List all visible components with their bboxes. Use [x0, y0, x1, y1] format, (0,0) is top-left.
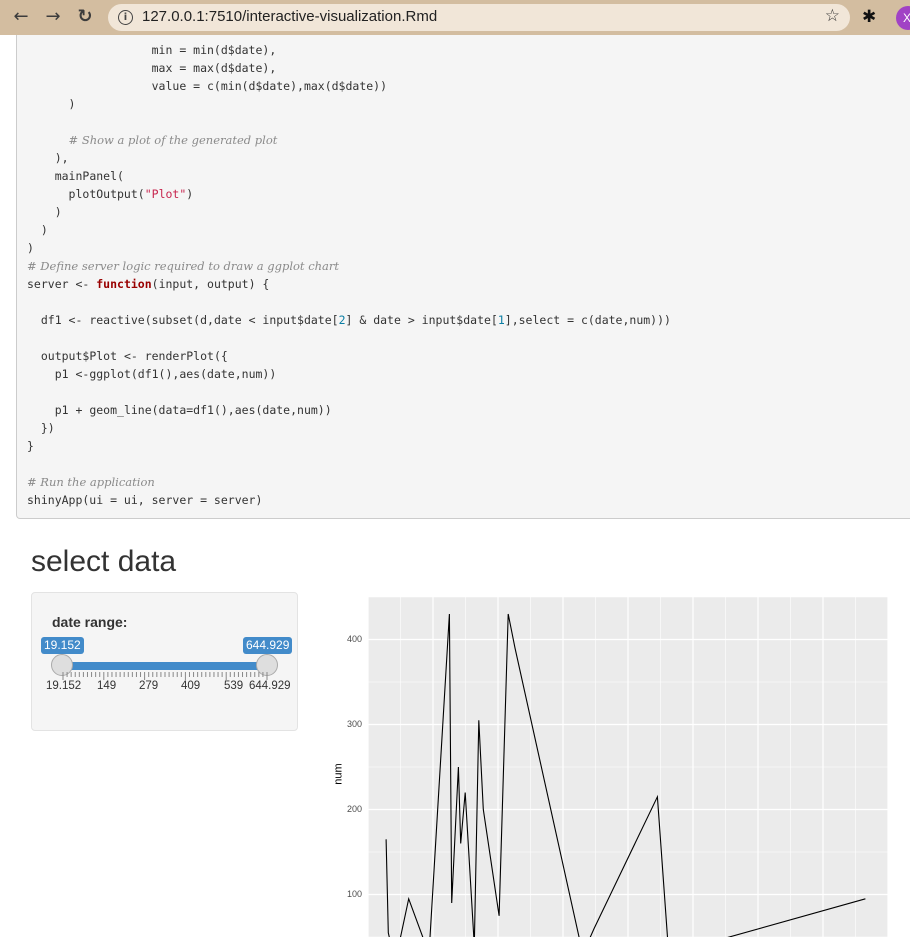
- code-token: }: [27, 439, 34, 453]
- code-token: 2: [338, 313, 346, 327]
- code-line: ): [27, 241, 34, 255]
- extensions-icon[interactable]: ✱: [862, 7, 877, 27]
- slider-tick-label: 279: [139, 680, 159, 692]
- code-token: function: [96, 277, 152, 291]
- slider-to-badge: 644.929: [243, 637, 293, 654]
- reload-button[interactable]: ↻: [77, 6, 93, 27]
- code-token: # Define server logic required to draw a…: [27, 259, 340, 273]
- url-text: 127.0.0.1:7510/interactive-visualization…: [142, 8, 438, 25]
- slider-label: date range:: [52, 614, 128, 630]
- code-token: min = min(d$date),: [151, 43, 277, 57]
- code-token: 1: [497, 313, 505, 327]
- code-line: }: [27, 439, 34, 453]
- code-token: mainPanel(: [54, 169, 124, 183]
- code-token: ): [186, 187, 194, 201]
- code-token: ): [54, 205, 62, 219]
- slider-tick-label: 644.929: [249, 680, 291, 692]
- slider-tick-label: 539: [224, 680, 244, 692]
- code-token: (input, output) {: [151, 277, 270, 291]
- code-token: df1 <- reactive(subset(d,date < input$da…: [40, 313, 339, 327]
- code-line: server <- function(input, output) {: [27, 277, 269, 291]
- code-line: p1 + geom_line(data=df1(),aes(date,num)): [27, 403, 332, 417]
- code-line: # Run the application: [27, 475, 155, 489]
- code-token: p1 <-ggplot(df1(),aes(date,num)): [54, 367, 277, 381]
- page-title: select data: [31, 545, 177, 578]
- slider-tick-label: 149: [97, 680, 117, 692]
- code-line: plotOutput("Plot"): [27, 187, 194, 201]
- code-line: # Show a plot of the generated plot: [27, 133, 278, 147]
- slider-tick-label: 19.152: [46, 680, 82, 692]
- code-line: shinyApp(ui = ui, server = server): [27, 493, 262, 507]
- info-icon[interactable]: i: [118, 10, 133, 25]
- code-token: ] & date > input$date[: [345, 313, 498, 327]
- code-token: plotOutput(: [68, 187, 145, 201]
- y-tick-label: 100: [347, 888, 363, 899]
- address-bar[interactable]: i 127.0.0.1:7510/interactive-visualizati…: [108, 4, 850, 31]
- code-line: ): [27, 205, 62, 219]
- back-button[interactable]: ←: [13, 6, 29, 27]
- code-line: mainPanel(: [27, 169, 124, 183]
- slider-tick-label: 409: [181, 680, 201, 692]
- code-token: # Show a plot of the generated plot: [68, 133, 278, 147]
- code-line: ): [27, 223, 48, 237]
- slider-from-badge: 19.152: [41, 637, 84, 654]
- slider-ticks: [62, 672, 268, 680]
- code-token: # Run the application: [27, 475, 155, 489]
- code-token: output$Plot <- renderPlot({: [40, 349, 228, 363]
- code-token: ),: [54, 151, 69, 165]
- y-tick-label: 300: [347, 718, 363, 729]
- series-line: [385, 613, 866, 937]
- code-line: min = min(d$date),: [27, 43, 277, 57]
- code-token: value = c(min(d$date),max(d$date)): [151, 79, 388, 93]
- slider-track[interactable]: [62, 662, 268, 670]
- y-axis-title: num: [332, 763, 345, 785]
- code-token: p1 + geom_line(data=df1(),aes(date,num)): [54, 403, 332, 417]
- y-tick-label: 400: [347, 633, 363, 644]
- code-token: "Plot": [144, 187, 187, 201]
- code-line: output$Plot <- renderPlot({: [27, 349, 228, 363]
- code-line: ): [27, 97, 76, 111]
- browser-toolbar: ← → ↻ i 127.0.0.1:7510/interactive-visua…: [0, 0, 910, 35]
- code-token: }): [40, 421, 55, 435]
- code-token: ],select = c(date,num))): [504, 313, 671, 327]
- code-token: ): [68, 97, 76, 111]
- code-line: max = max(d$date),: [27, 61, 277, 75]
- code-block: min = min(d$date), max = max(d$date), va…: [16, 35, 910, 519]
- code-line: value = c(min(d$date),max(d$date)): [27, 79, 387, 93]
- code-line: p1 <-ggplot(df1(),aes(date,num)): [27, 367, 277, 381]
- line-chart: [368, 597, 888, 937]
- code-line: df1 <- reactive(subset(d,date < input$da…: [27, 313, 671, 327]
- code-token: server <-: [27, 277, 97, 291]
- slider-from-handle[interactable]: [51, 654, 73, 676]
- code-token: max = max(d$date),: [151, 61, 277, 75]
- sidebar-panel: date range: 19.152 644.929 19.152 149 279 4…: [31, 592, 298, 731]
- y-tick-label: 200: [347, 803, 363, 814]
- code-line: # Define server logic required to draw a…: [27, 259, 339, 273]
- code-token: shinyApp(ui = ui, server = server): [27, 493, 263, 507]
- code-line: ),: [27, 151, 69, 165]
- code-line: }): [27, 421, 55, 435]
- forward-button[interactable]: →: [45, 6, 61, 27]
- code-token: ): [40, 223, 48, 237]
- profile-avatar[interactable]: X: [896, 6, 910, 30]
- code-token: ): [27, 241, 34, 255]
- bookmark-star-icon[interactable]: ☆: [824, 6, 840, 26]
